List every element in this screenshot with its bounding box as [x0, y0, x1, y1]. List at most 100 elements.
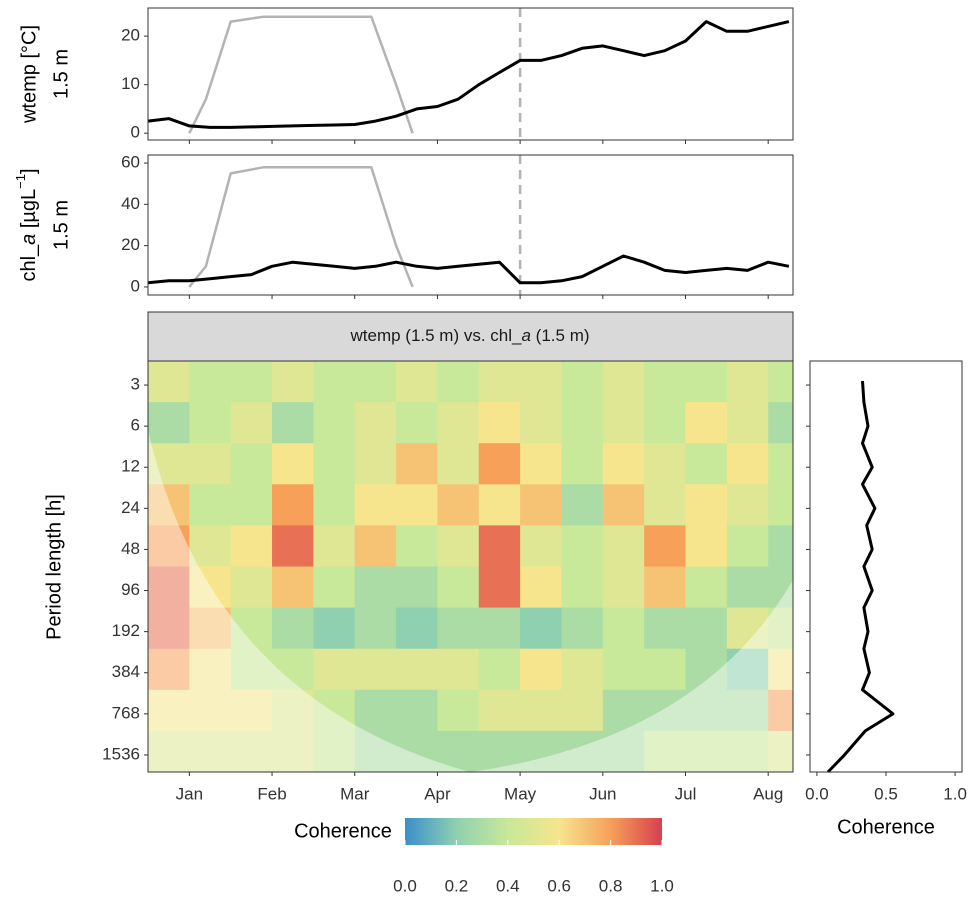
heatmap-cell — [189, 607, 232, 650]
heatmap-cell — [189, 361, 232, 403]
heatmap-cell — [520, 730, 562, 772]
heatmap-cell — [685, 730, 728, 772]
y-tick-label: 96 — [121, 580, 140, 599]
heatmap-cell — [354, 484, 397, 526]
x-tick-label: Jun — [589, 784, 616, 803]
heatmap-cell — [602, 730, 645, 772]
x-tick-label: Aug — [753, 784, 783, 803]
heatmap-cell — [148, 689, 190, 732]
heatmap-cell — [685, 361, 728, 403]
heatmap-cell — [437, 443, 480, 485]
heatmap-cell — [437, 484, 480, 526]
heatmap-cell — [230, 361, 273, 403]
heatmap-cell — [437, 648, 480, 691]
heatmap-cell — [520, 361, 562, 403]
heatmap-cell — [189, 525, 232, 567]
heatmap-cell — [644, 730, 686, 772]
heatmap-cell — [230, 607, 273, 650]
heatmap-cell — [478, 730, 521, 772]
y-axis-label: 1.5 m — [50, 49, 72, 99]
y-tick-label: 0 — [131, 276, 140, 295]
strip-part: wtemp (1.5 m) vs. chl_ — [349, 326, 522, 345]
heatmap-cell — [478, 525, 521, 567]
y-tick-label: 48 — [121, 539, 140, 558]
heatmap — [148, 361, 793, 772]
heatmap-cell — [478, 648, 521, 691]
heatmap-cell — [602, 566, 645, 609]
label-part: ] — [18, 168, 40, 174]
heatmap-cell — [768, 689, 793, 732]
plot-background — [148, 8, 793, 140]
heatmap-cell — [644, 648, 686, 691]
heatmap-cell — [478, 607, 521, 650]
heatmap-cell — [726, 402, 769, 444]
heatmap-cell — [520, 607, 562, 650]
heatmap-cell — [561, 730, 604, 772]
y-tick-label: 384 — [112, 662, 140, 681]
heatmap-cell — [189, 566, 232, 609]
strip-part: a — [521, 326, 530, 345]
heatmap-cell — [602, 484, 645, 526]
heatmap-cell — [313, 607, 356, 650]
y-tick-label: 24 — [121, 498, 140, 517]
heatmap-cell — [354, 730, 397, 772]
heatmap-cell — [354, 443, 397, 485]
heatmap-cell — [272, 484, 314, 526]
colorbar-title: Coherence — [294, 820, 392, 842]
heatmap-cell — [354, 402, 397, 444]
colorbar-tick-label: 0.2 — [445, 876, 469, 895]
plot-frame — [809, 360, 963, 773]
heatmap-cell — [685, 689, 728, 732]
heatmap-cell — [313, 730, 356, 772]
y-tick-label: 0 — [131, 123, 140, 142]
heatmap-cell — [644, 566, 686, 609]
series-line — [188, 165, 414, 288]
heatmap-cell — [313, 402, 356, 444]
heatmap-cell — [685, 566, 728, 609]
x-tick-label: Feb — [257, 784, 286, 803]
heatmap-cell — [272, 689, 314, 732]
label-part: chl_ — [18, 244, 40, 282]
heatmap-cell — [148, 484, 190, 526]
strip-part: (1.5 m) — [531, 326, 590, 345]
heatmap-cell — [396, 566, 438, 609]
plot-background — [810, 361, 962, 772]
heatmap-cell — [148, 566, 190, 609]
y-tick-label: 6 — [131, 416, 140, 435]
heatmap-cell — [189, 730, 232, 772]
heatmap-cell — [272, 566, 314, 609]
heatmap-cell — [478, 484, 521, 526]
heatmap-cell — [230, 525, 273, 567]
heatmap-cell — [148, 607, 190, 650]
heatmap-cell — [520, 525, 562, 567]
heatmap-cell — [354, 566, 397, 609]
heatmap-cell — [768, 607, 793, 650]
heatmap-cell — [602, 689, 645, 732]
heatmap-cell — [561, 484, 604, 526]
x-tick-label: Apr — [424, 784, 451, 803]
y-tick-label: 10 — [121, 74, 140, 93]
y-tick-label: 12 — [121, 457, 140, 476]
heatmap-cell — [396, 607, 438, 650]
heatmap-cell — [685, 648, 728, 691]
heatmap-cell — [148, 525, 190, 567]
heatmap-cell — [685, 607, 728, 650]
heatmap-cell — [478, 402, 521, 444]
heatmap-cell — [768, 525, 793, 567]
heatmap-cell — [520, 443, 562, 485]
heatmap-cell — [520, 566, 562, 609]
y-axis-label: 1.5 m — [50, 200, 72, 250]
heatmap-cell — [602, 607, 645, 650]
heatmap-cell — [726, 484, 769, 526]
series-line — [188, 15, 414, 134]
heatmap-cell — [478, 689, 521, 732]
x-tick-label: Jan — [176, 784, 203, 803]
heatmap-cell — [644, 607, 686, 650]
heatmap-cell — [189, 484, 232, 526]
heatmap-cell — [396, 443, 438, 485]
heatmap-cell — [437, 607, 480, 650]
heatmap-cell — [148, 361, 190, 403]
heatmap-cell — [354, 525, 397, 567]
heatmap-cell — [272, 443, 314, 485]
